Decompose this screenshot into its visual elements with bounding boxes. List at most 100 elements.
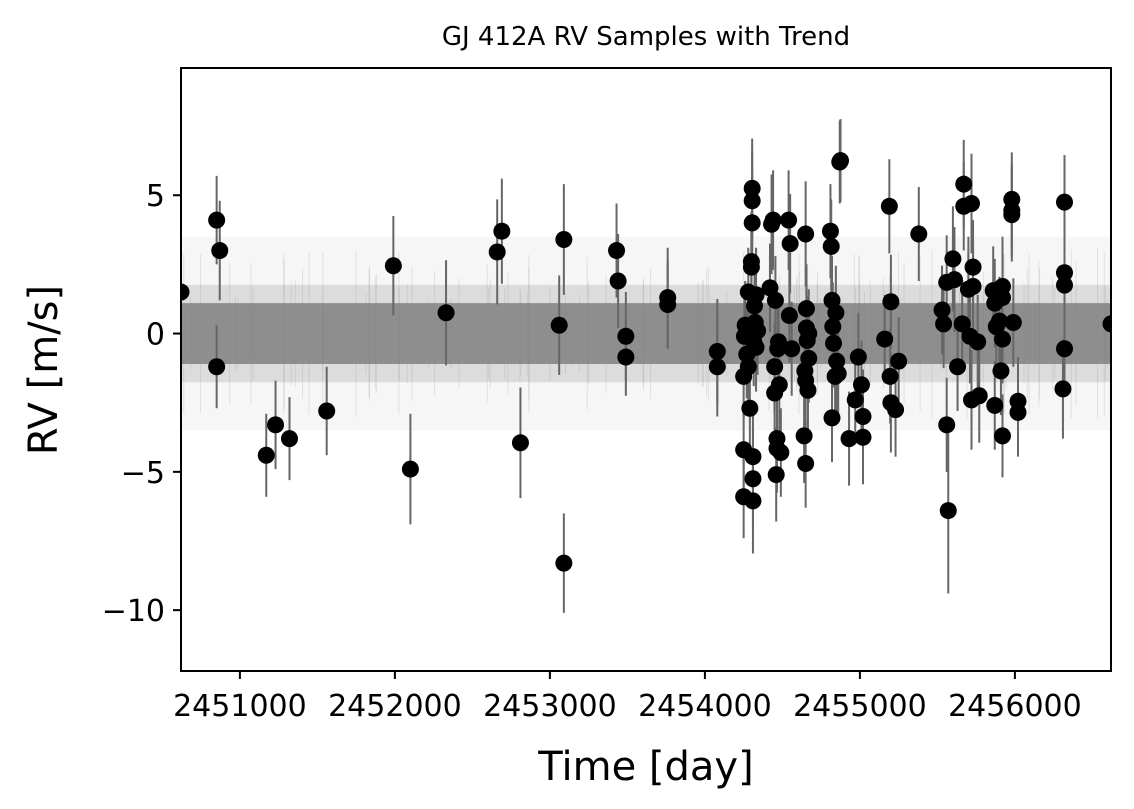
data-point — [887, 401, 905, 419]
y-tick-label: −10 — [102, 594, 165, 629]
data-point — [939, 502, 957, 520]
y-tick-label: 0 — [146, 318, 165, 353]
data-point — [493, 222, 511, 240]
data-point — [944, 250, 962, 268]
y-axis-ticks: −10 −5 0 5 — [102, 179, 181, 629]
data-point — [846, 391, 864, 409]
data-point — [880, 197, 898, 215]
data-point — [766, 291, 784, 309]
data-point — [795, 427, 813, 445]
data-point — [1056, 276, 1073, 294]
data-point — [747, 286, 765, 304]
data-point — [211, 242, 229, 260]
data-point — [659, 295, 677, 313]
data-point — [281, 430, 298, 448]
data-point — [827, 304, 845, 322]
data-point — [437, 304, 455, 322]
data-point — [749, 322, 767, 340]
data-point — [797, 300, 815, 318]
data-point — [799, 381, 817, 399]
data-point — [617, 348, 635, 366]
data-point — [743, 214, 761, 232]
data-point — [825, 334, 843, 352]
data-point — [849, 348, 867, 366]
plot-frame — [180, 67, 1112, 672]
data-point — [840, 430, 858, 448]
x-tick-label: 2456000 — [948, 689, 1082, 724]
data-point — [770, 333, 788, 351]
data-point — [832, 152, 850, 170]
data-point — [969, 333, 987, 351]
x-tick-label: 2451000 — [173, 689, 307, 724]
data-point — [800, 349, 818, 367]
x-axis-label: Time [day] — [537, 744, 753, 790]
data-point — [935, 315, 953, 333]
data-point — [744, 448, 762, 466]
data-point — [945, 271, 963, 289]
data-point — [970, 387, 988, 405]
data-point — [747, 338, 765, 356]
data-point — [829, 365, 847, 383]
data-point — [743, 179, 761, 197]
data-point — [772, 443, 790, 461]
data-point — [511, 434, 529, 452]
data-point — [267, 416, 285, 434]
data-point — [742, 253, 760, 271]
data-point — [767, 466, 785, 484]
x-axis-ticks: 2451000 2452000 2453000 2454000 2455000 24560… — [173, 671, 1082, 724]
data-point — [800, 325, 818, 343]
data-point — [401, 460, 419, 478]
data-point — [994, 289, 1011, 307]
data-point — [890, 352, 908, 370]
trend-samples — [181, 236, 1111, 431]
data-point — [181, 283, 190, 301]
data-point — [608, 242, 626, 260]
data-point — [990, 312, 1008, 330]
data-point — [208, 211, 226, 229]
data-point — [1003, 206, 1021, 224]
data-point — [828, 352, 846, 370]
chart-title: GJ 412A RV Samples with Trend — [442, 22, 850, 52]
data-point — [910, 225, 928, 243]
data-point — [208, 358, 226, 376]
data-point — [780, 307, 798, 325]
x-tick-label: 2452000 — [328, 689, 462, 724]
data-point — [882, 293, 900, 311]
data-point — [876, 330, 894, 348]
data-point — [1056, 193, 1073, 211]
data-point — [739, 358, 757, 376]
data-point — [488, 243, 506, 261]
data-point — [770, 376, 788, 394]
data-point — [854, 408, 872, 426]
data-point — [780, 211, 798, 229]
data-point — [257, 446, 275, 464]
trend-band-core — [181, 303, 1111, 364]
data-point — [764, 211, 782, 229]
data-point — [708, 358, 726, 376]
data-point — [766, 358, 784, 376]
data-point — [1004, 313, 1022, 331]
data-point — [555, 554, 573, 572]
data-point — [953, 315, 971, 333]
data-point — [852, 376, 870, 394]
data-point — [783, 340, 801, 358]
data-point — [824, 318, 842, 336]
data-point — [1009, 403, 1027, 421]
data-point — [318, 402, 336, 420]
data-point — [938, 416, 956, 434]
data-point — [955, 175, 973, 193]
x-tick-label: 2455000 — [793, 689, 927, 724]
x-tick-label: 2453000 — [483, 689, 617, 724]
data-point — [986, 396, 1004, 414]
data-point — [741, 399, 759, 417]
y-tick-label: 5 — [146, 179, 165, 214]
data-point — [1054, 380, 1072, 398]
data-point — [1102, 315, 1111, 333]
data-point — [854, 428, 872, 446]
data-point — [550, 316, 568, 334]
x-tick-label: 2454000 — [638, 689, 772, 724]
data-point — [744, 470, 762, 488]
data-point — [823, 409, 841, 427]
data-point — [609, 272, 627, 290]
